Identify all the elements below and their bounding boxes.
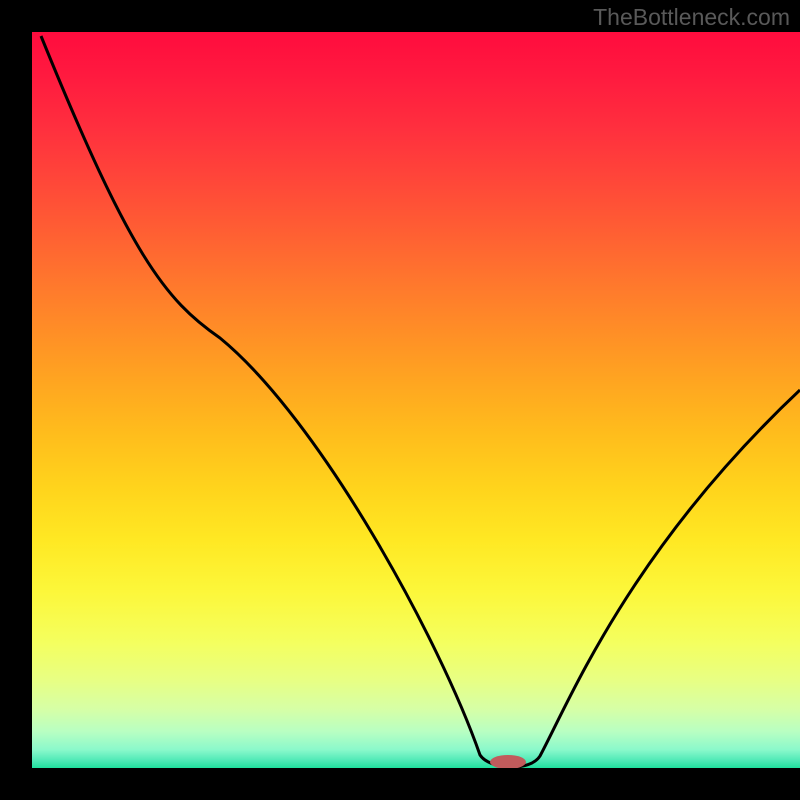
optimal-marker xyxy=(490,755,526,769)
bottleneck-chart xyxy=(0,0,800,800)
watermark-text: TheBottleneck.com xyxy=(593,4,790,31)
gradient-background xyxy=(32,32,800,768)
chart-root: { "watermark": "TheBottleneck.com", "cha… xyxy=(0,0,800,800)
